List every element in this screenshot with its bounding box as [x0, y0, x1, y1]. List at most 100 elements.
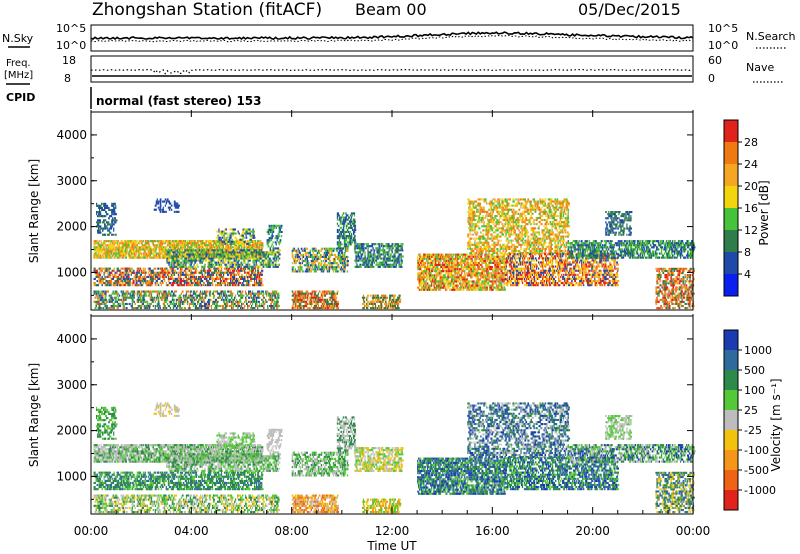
- power-cell: [199, 290, 202, 293]
- power-cell: [106, 240, 109, 243]
- power-cell: [392, 302, 394, 305]
- power-cell: [98, 206, 100, 209]
- power-cell: [229, 265, 232, 268]
- power-cell: [134, 302, 136, 305]
- power-cell: [188, 246, 191, 249]
- power-cell: [245, 265, 247, 268]
- power-cell: [188, 305, 190, 308]
- power-cell: [98, 215, 100, 218]
- power-cell: [133, 252, 136, 255]
- power-cell: [272, 245, 274, 248]
- power-cell: [226, 238, 229, 241]
- power-cell: [113, 233, 115, 236]
- power-cell: [154, 275, 157, 278]
- power-cell: [186, 282, 190, 285]
- power-cell: [361, 253, 364, 256]
- power-cell: [359, 263, 362, 266]
- power-cell: [381, 305, 383, 308]
- power-cell: [144, 244, 147, 247]
- power-cell: [131, 248, 134, 251]
- power-cell: [247, 261, 249, 264]
- power-cell: [161, 252, 163, 255]
- power-cell: [212, 257, 214, 260]
- power-cell: [105, 307, 108, 310]
- power-cell: [317, 296, 320, 299]
- power-cell: [388, 255, 391, 258]
- power-cell: [117, 282, 119, 285]
- power-cell: [144, 282, 147, 285]
- power-cell: [292, 294, 295, 297]
- power-cell: [187, 277, 190, 280]
- power-cell: [106, 284, 109, 287]
- power-cell: [228, 251, 231, 254]
- power-cell: [106, 256, 108, 259]
- power-cell: [315, 266, 318, 269]
- power-cell: [273, 305, 275, 308]
- power-cell: [98, 300, 101, 303]
- power-cell: [108, 267, 111, 270]
- power-cell: [169, 246, 172, 249]
- power-cell: [314, 292, 316, 295]
- power-cell: [130, 248, 133, 251]
- power-cell: [277, 259, 279, 262]
- power-cell: [272, 265, 275, 268]
- power-cell: [231, 267, 233, 270]
- power-cell: [232, 275, 234, 278]
- power-cell: [246, 300, 248, 303]
- power-cell: [271, 261, 274, 264]
- power-cell: [271, 233, 273, 236]
- power-cell: [320, 249, 323, 252]
- power-cell: [260, 271, 262, 274]
- power-cell: [107, 267, 109, 270]
- power-cell: [278, 241, 281, 244]
- power-cell: [342, 247, 344, 250]
- power-cell: [374, 253, 376, 256]
- power-cell: [265, 290, 267, 293]
- power-cell: [231, 305, 233, 308]
- power-cell: [190, 251, 193, 254]
- power-cell: [294, 298, 297, 301]
- power-cell: [172, 251, 175, 254]
- power-cell: [120, 252, 123, 255]
- power-cell: [179, 254, 182, 257]
- power-cell: [197, 240, 201, 243]
- power-cell: [105, 294, 107, 297]
- power-cell: [115, 271, 117, 274]
- power-cell: [194, 259, 197, 262]
- power-cell: [296, 255, 299, 258]
- power-cell: [168, 202, 170, 205]
- power-cell: [217, 277, 220, 280]
- power-cell: [383, 263, 385, 266]
- power-cell: [324, 264, 328, 267]
- power-cell: [225, 302, 229, 305]
- power-cell: [276, 263, 279, 266]
- power-cell: [174, 265, 177, 268]
- power-cell: [224, 263, 226, 266]
- power-cell: [260, 292, 263, 295]
- power-cell: [243, 261, 245, 264]
- power-cell: [241, 249, 243, 252]
- power-cell: [156, 294, 159, 297]
- power-cell: [390, 307, 392, 310]
- power-cell: [255, 261, 257, 264]
- power-cell: [259, 257, 261, 260]
- power-cell: [215, 302, 218, 305]
- power-cell: [207, 263, 210, 266]
- power-cell: [335, 270, 337, 273]
- power-cell: [336, 290, 339, 293]
- power-cell: [148, 250, 150, 253]
- freq-label-line1: Freq.: [6, 58, 31, 69]
- power-cell: [245, 228, 248, 231]
- power-cell: [307, 251, 309, 254]
- power-cell: [327, 307, 330, 310]
- power-cell: [173, 290, 176, 293]
- power-cell: [398, 259, 400, 262]
- power-cell: [104, 215, 106, 218]
- power-cell: [122, 273, 125, 276]
- power-cell: [114, 273, 117, 276]
- power-cell: [155, 254, 158, 257]
- power-cell: [244, 269, 246, 272]
- power-cell: [276, 239, 278, 242]
- power-cell: [343, 253, 346, 256]
- power-cell: [152, 275, 154, 278]
